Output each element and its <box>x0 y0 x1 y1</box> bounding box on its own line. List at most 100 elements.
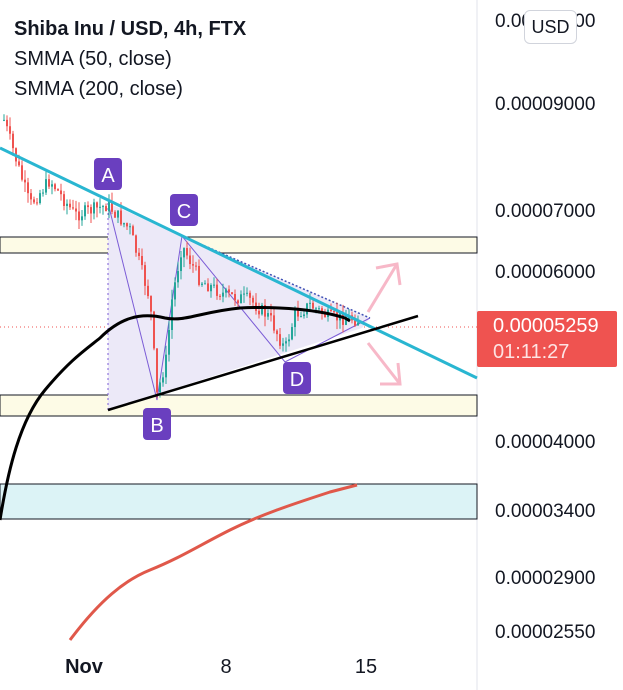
candle-body <box>57 189 59 191</box>
candle-body <box>210 285 212 292</box>
candle-body <box>105 206 107 212</box>
candle-body <box>138 252 140 257</box>
candle-body <box>84 205 86 217</box>
candle-body <box>60 190 62 195</box>
candle-body <box>111 201 113 212</box>
candle-body <box>228 289 230 293</box>
candle-body <box>102 206 104 208</box>
price-axis: 0.000100000.000090000.000070000.00006000… <box>495 11 595 643</box>
chart-legend: Shiba Inu / USD, 4h, FTX SMMA (50, close… <box>14 14 246 104</box>
candle-body <box>294 309 296 328</box>
candle-body <box>144 265 146 286</box>
candle-body <box>168 329 170 355</box>
bar-countdown: 01:11:27 <box>493 341 570 363</box>
candle-body <box>282 343 284 346</box>
candle-body <box>354 320 356 326</box>
candle-body <box>78 211 80 221</box>
candle-body <box>318 308 320 310</box>
candle-body <box>249 292 251 298</box>
candle-body <box>303 314 305 317</box>
candle-body <box>96 202 98 208</box>
candle-body <box>315 308 317 310</box>
candle-body <box>135 235 137 253</box>
smma-50-line <box>0 305 351 521</box>
candle-body <box>267 313 269 317</box>
symbol-title: Shiba Inu / USD, 4h, FTX <box>14 18 247 40</box>
candle-body <box>285 341 287 344</box>
candle-body <box>9 126 11 134</box>
candle-body <box>117 210 119 218</box>
candle-body <box>75 208 77 212</box>
candle-body <box>177 271 179 283</box>
candle-body <box>297 309 299 317</box>
candle-body <box>126 223 128 227</box>
svg-text:B: B <box>150 415 163 437</box>
candle-body <box>27 182 29 194</box>
candle-body <box>312 302 314 309</box>
candle-body <box>45 179 47 193</box>
candle-body <box>114 211 116 218</box>
svg-text:C: C <box>177 201 191 223</box>
currency-button[interactable]: USD <box>524 10 577 44</box>
candle-body <box>93 202 95 214</box>
candle-body <box>192 264 194 266</box>
candle-body <box>273 315 275 331</box>
candle-body <box>150 296 152 312</box>
candle-body <box>3 119 5 121</box>
candle-body <box>165 354 167 378</box>
breakout-up-arrow <box>366 262 402 313</box>
candle-body <box>243 293 245 295</box>
price-tick-label: 0.00002550 <box>495 622 595 643</box>
candle-body <box>180 257 182 272</box>
time-axis: Nov 8 15 <box>65 656 377 678</box>
candle-body <box>30 193 32 200</box>
price-tick-label: 0.00004000 <box>495 432 595 453</box>
candle-body <box>162 377 164 383</box>
candle-body <box>237 300 239 304</box>
candle-body <box>141 256 143 266</box>
candle-body <box>24 179 26 183</box>
candle-body <box>219 295 221 297</box>
candle-body <box>147 285 149 297</box>
indicator-smma-200: SMMA (200, close) <box>14 78 183 100</box>
last-price-value: 0.00005259 <box>493 315 599 337</box>
candle-body <box>279 334 281 346</box>
candle-body <box>186 248 188 256</box>
candle-body <box>174 282 176 300</box>
descending-trendline <box>0 146 478 380</box>
candle-body <box>333 311 335 313</box>
candle-body <box>357 322 359 326</box>
svg-text:D: D <box>290 369 304 391</box>
price-tick-label: 0.00009000 <box>495 94 595 115</box>
candle-body <box>48 179 50 187</box>
candle-body <box>234 294 236 301</box>
candle-body <box>309 302 311 304</box>
candle-body <box>54 184 56 190</box>
candle-body <box>198 265 200 285</box>
price-tick-label: 0.00006000 <box>495 262 595 283</box>
price-tick-label: 0.00007000 <box>495 201 595 222</box>
candle-body <box>324 313 326 318</box>
candle-body <box>153 311 155 349</box>
point-b-label: B <box>143 408 171 440</box>
smma-200-line <box>68 483 358 641</box>
candle-body <box>6 119 8 127</box>
candle-body <box>81 216 83 221</box>
candle-body <box>225 289 227 293</box>
candle-body <box>189 255 191 265</box>
candle-body <box>231 292 233 295</box>
candle-body <box>90 207 92 214</box>
candle-body <box>258 310 260 315</box>
candle-body <box>276 330 278 335</box>
time-tick-label: Nov <box>65 656 104 678</box>
candle-body <box>201 283 203 285</box>
candle-body <box>36 202 38 204</box>
candle-body <box>12 133 14 149</box>
candle-body <box>246 292 248 294</box>
candle-body <box>207 283 209 292</box>
candle-body <box>204 283 206 285</box>
candle-body <box>66 203 68 206</box>
candle-body <box>222 292 224 297</box>
demand-zone <box>0 483 478 520</box>
